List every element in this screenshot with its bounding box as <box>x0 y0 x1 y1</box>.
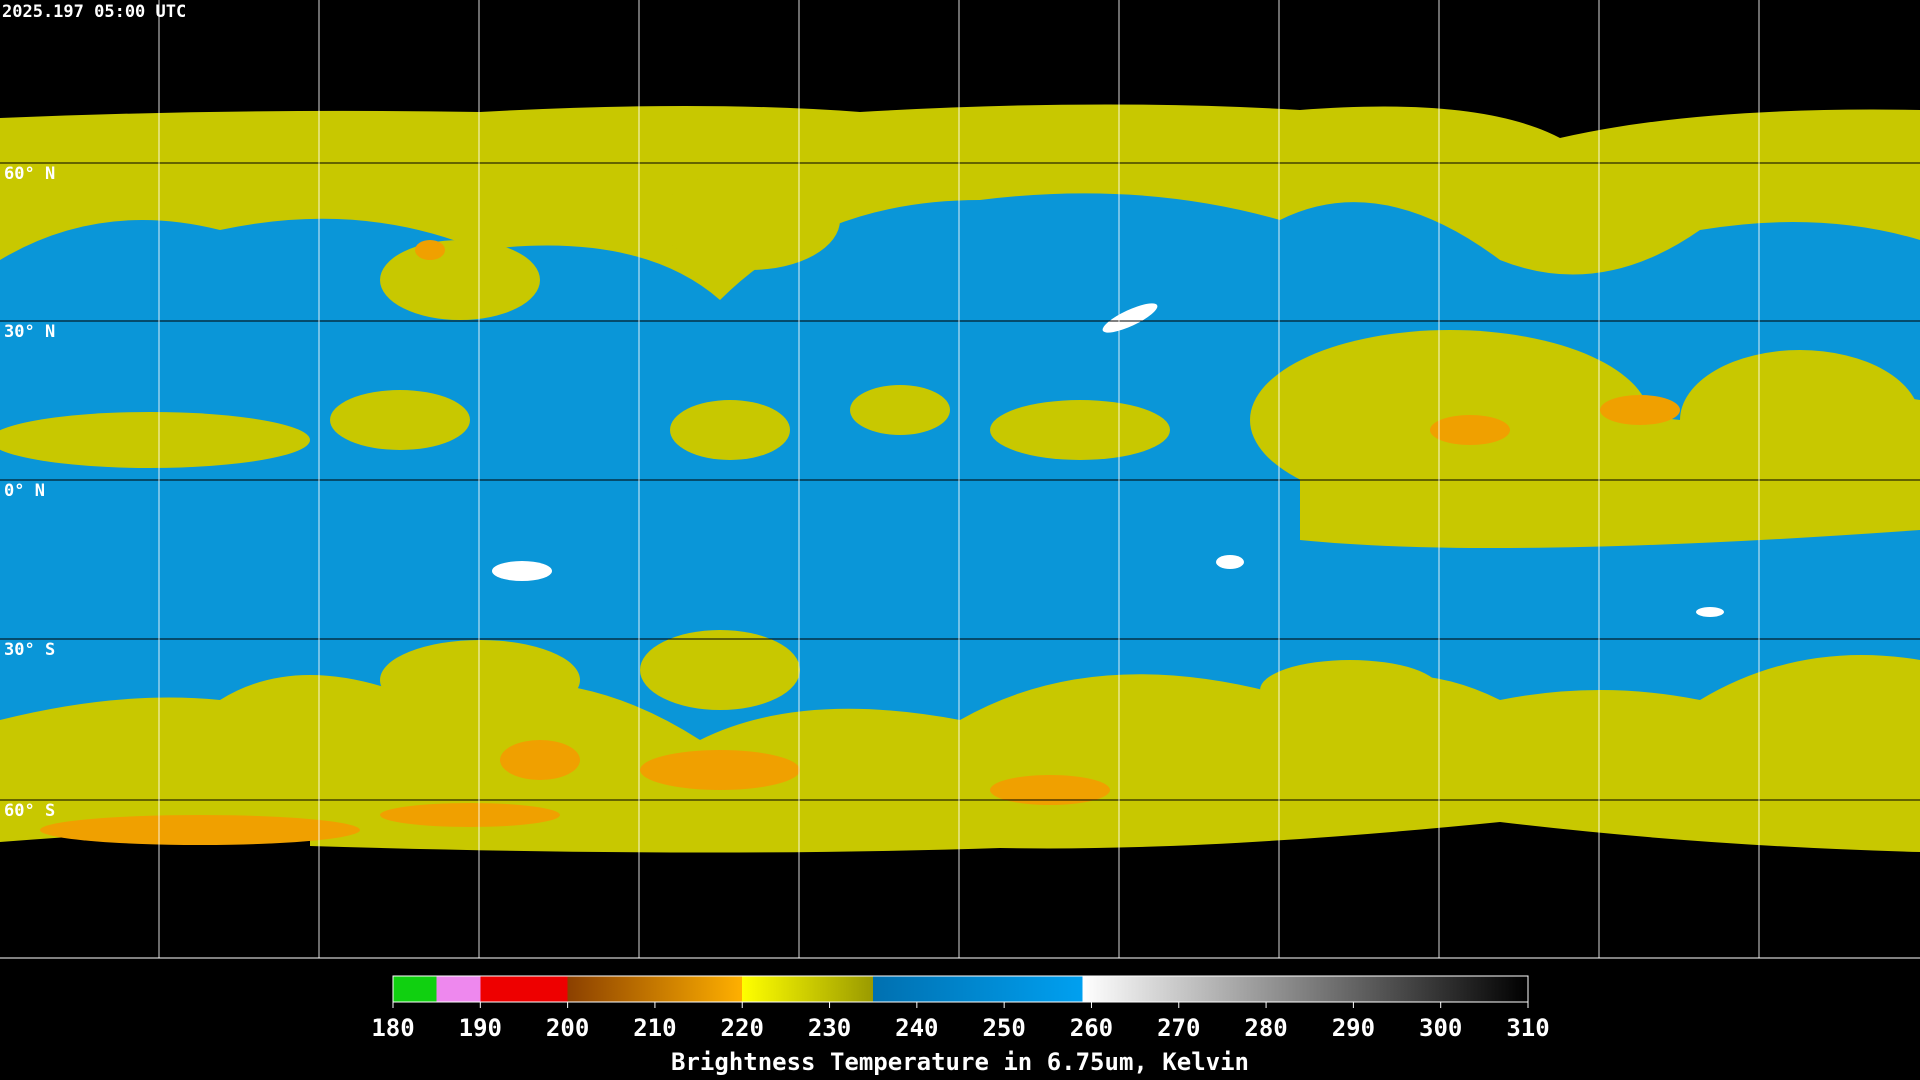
latitude-label: 30° S <box>4 640 55 660</box>
colorbar-title: Brightness Temperature in 6.75um, Kelvin <box>671 1048 1249 1076</box>
colorbar <box>392 975 1529 1003</box>
colorbar-tick-label: 250 <box>982 1014 1025 1042</box>
latitude-label: 30° N <box>4 322 55 342</box>
latitude-label: 60° N <box>4 164 55 184</box>
colorbar-tick-label: 290 <box>1332 1014 1375 1042</box>
colorbar-tick-label: 260 <box>1070 1014 1113 1042</box>
latitude-label: 60° S <box>4 801 55 821</box>
colorbar-tick-label: 180 <box>371 1014 414 1042</box>
colorbar-tick-label: 220 <box>721 1014 764 1042</box>
colorbar-tick-label: 230 <box>808 1014 851 1042</box>
colorbar-tick-label: 270 <box>1157 1014 1200 1042</box>
colorbar-tick-label: 240 <box>895 1014 938 1042</box>
colorbar-tick-label: 210 <box>633 1014 676 1042</box>
colorbar-tick-label: 280 <box>1244 1014 1287 1042</box>
very-dry-spots <box>492 303 1724 617</box>
colorbar-tick-label: 190 <box>459 1014 502 1042</box>
cold-cloud-tops <box>40 240 1680 845</box>
imagery <box>0 104 1920 853</box>
colorbar-tick-label: 200 <box>546 1014 589 1042</box>
colorbar-tick-label: 300 <box>1419 1014 1462 1042</box>
dry-region <box>0 193 1920 741</box>
colorbar-tick-label: 310 <box>1506 1014 1549 1042</box>
timestamp: 2025.197 05:00 UTC <box>2 2 186 22</box>
latitude-label: 0° N <box>4 481 45 501</box>
graticule <box>0 162 1920 801</box>
